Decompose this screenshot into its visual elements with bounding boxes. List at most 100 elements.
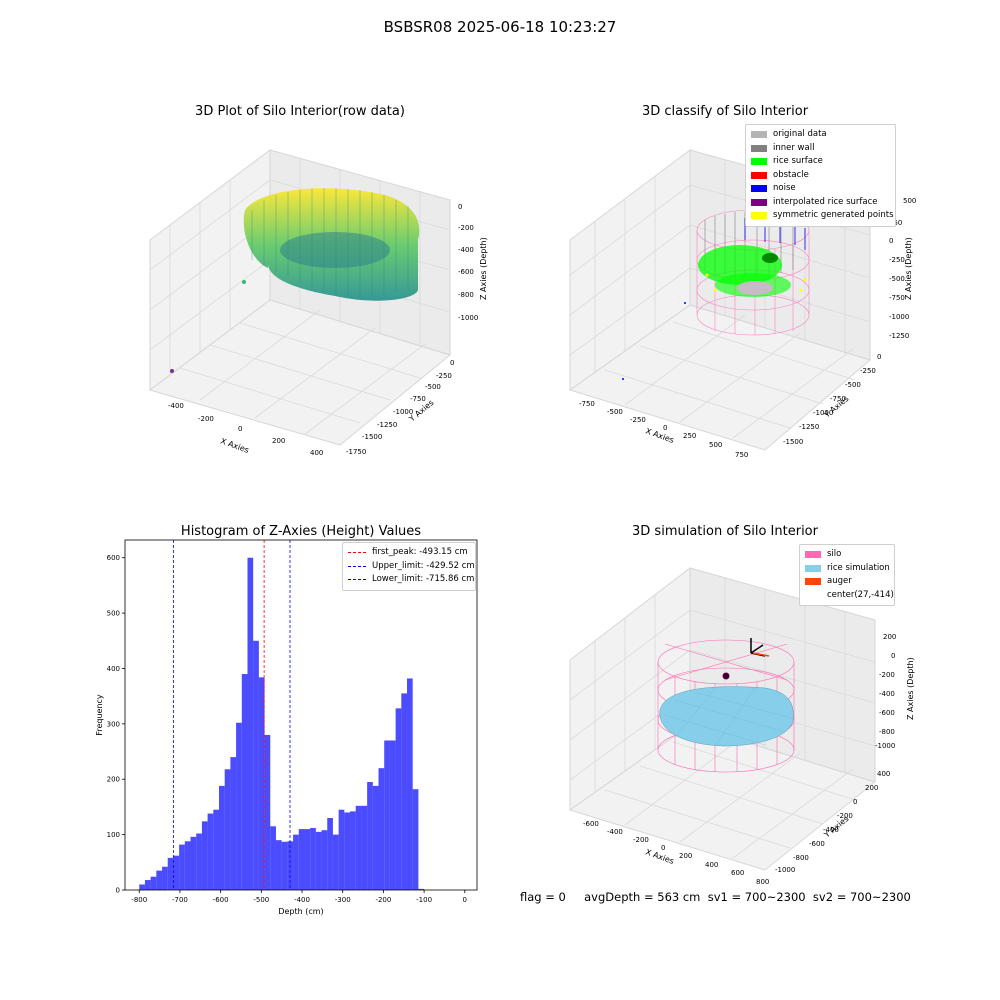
simulation-z-tick: -600: [879, 709, 895, 717]
raw-y-tick: 0: [450, 359, 454, 367]
simulation-panel: 3D simulation of Silo Interior: [565, 520, 945, 890]
classify-y-tick: -1250: [799, 423, 819, 431]
histogram-x-label: Depth (cm): [278, 907, 323, 916]
histogram-bar: [361, 805, 368, 890]
histogram-bar: [293, 834, 299, 890]
histogram-bar: [173, 855, 180, 890]
histogram-bar: [179, 844, 185, 890]
legend-label: Upper_limit: -429.52 cm: [372, 560, 475, 571]
histogram-bar: [418, 888, 425, 890]
x-tick-label: -600: [213, 896, 229, 904]
histogram-bar: [338, 809, 345, 890]
histogram-bar: [350, 811, 356, 890]
histogram-panel: Histogram of Z-Axies (Height) Values -80…: [80, 520, 500, 920]
classify-y-tick: -750: [830, 395, 846, 403]
histogram-bar: [139, 884, 145, 890]
legend-label: rice simulation: [827, 562, 890, 573]
histogram-bar: [407, 678, 413, 890]
histogram-bar: [230, 757, 237, 890]
x-tick-label: 0: [463, 896, 467, 904]
legend-entry: symmetric generated points: [751, 209, 894, 223]
raw-z-tick: 0: [458, 203, 462, 211]
histogram-bar: [384, 740, 390, 890]
legend-entry: silo: [805, 548, 889, 562]
legend-swatch: [805, 564, 821, 572]
raw-y-tick: -250: [436, 372, 452, 380]
raw-z-tick: -800: [458, 291, 474, 299]
histogram-y-label: Frequency: [95, 694, 104, 736]
raw-z-tick: -600: [458, 268, 474, 276]
histogram-bar: [332, 834, 339, 890]
histogram-bar: [190, 836, 197, 890]
legend-swatch: [805, 578, 821, 586]
raw-x-tick: -200: [198, 415, 214, 423]
legend-entry: noise: [751, 182, 890, 196]
simulation-x-tick: 600: [731, 869, 744, 877]
legend-label: interpolated rice surface: [773, 196, 878, 207]
histogram-bar: [207, 813, 214, 890]
classify-x-tick: -500: [607, 408, 623, 416]
raw-y-tick: -500: [425, 383, 441, 391]
simulation-y-tick: -800: [793, 854, 809, 862]
legend-line-sample: [348, 552, 366, 554]
classify-y-tick: 0: [877, 353, 881, 361]
simulation-y-tick: -200: [837, 812, 853, 820]
classify-z-tick: -1000: [889, 313, 909, 321]
raw-x-tick: 0: [238, 425, 242, 433]
histogram-bar: [304, 829, 311, 890]
legend-label: noise: [773, 183, 796, 193]
histogram-bar: [224, 769, 231, 890]
legend-entry: center(27,-414): [805, 589, 894, 603]
raw-panel-title: 3D Plot of Silo Interior(row data): [195, 104, 405, 119]
legend-swatch: [751, 171, 767, 179]
histogram-bar: [275, 840, 282, 890]
legend-entry: inner wall: [751, 142, 890, 156]
classify-x-label: X Axies: [644, 426, 675, 445]
y-tick-label: 300: [107, 720, 120, 728]
simulation-y-tick: -1000: [775, 866, 795, 874]
histogram-bar: [213, 809, 220, 890]
y-tick-label: 200: [107, 776, 120, 784]
simulation-x-label: X Axies: [644, 847, 675, 866]
classify-y-tick: -250: [860, 367, 876, 375]
histogram-bar: [355, 805, 362, 890]
classify-panel: 3D classify of Silo Interior: [565, 100, 945, 470]
simulation-y-tick: -400: [823, 826, 839, 834]
simulation-legend: silo rice simulation auger center(27,-414): [799, 544, 895, 606]
histogram-bar: [201, 821, 208, 890]
simulation-z-label: Z Axies (Depth): [906, 657, 915, 720]
histogram-bar: [412, 789, 419, 890]
simulation-y-tick: 400: [877, 770, 890, 778]
histogram-bar: [378, 768, 385, 890]
y-tick-label: 600: [107, 554, 120, 562]
legend-line-sample: [348, 565, 366, 567]
simulation-x-tick: 400: [705, 861, 718, 869]
y-tick-label: 400: [107, 665, 120, 673]
histogram-title: Histogram of Z-Axies (Height) Values: [180, 524, 422, 539]
histogram-bar: [144, 880, 151, 890]
simulation-z-tick: -400: [879, 690, 895, 698]
raw-y-tick: -1750: [346, 448, 366, 456]
classify-x-tick: 750: [735, 451, 748, 459]
histogram-bar: [395, 708, 402, 890]
raw-z-tick: -400: [458, 246, 474, 254]
classify-z-label: Z Axies (Depth): [904, 237, 913, 300]
simulation-3d-axes: -600 -400 -200 0 200 400 600 800 400 200…: [568, 566, 915, 886]
classify-x-tick: 0: [663, 424, 667, 432]
classify-z-tick: 500: [903, 197, 916, 205]
x-tick-label: -700: [172, 896, 188, 904]
histogram-bar: [310, 827, 316, 890]
classify-z-tick: -250: [889, 256, 905, 264]
legend-label: auger: [827, 576, 852, 586]
legend-label: rice surface: [773, 156, 823, 166]
legend-entry: first_peak: -493.15 cm: [348, 546, 470, 560]
histogram-chart: -800 -700 -600 -500 -400 -300 -200 -100 0 0 100 200…: [95, 539, 478, 916]
figure-title: BSBSR08 2025-06-18 10:23:27: [383, 18, 617, 36]
legend-swatch: [751, 198, 767, 206]
histogram-bar: [258, 677, 265, 890]
raw-z-label: Z Axies (Depth): [479, 237, 488, 300]
histogram-bar: [367, 782, 373, 890]
classify-z-tick: -1250: [889, 332, 909, 340]
raw-x-tick: 400: [310, 449, 323, 457]
simulation-x-tick: -600: [583, 820, 599, 828]
